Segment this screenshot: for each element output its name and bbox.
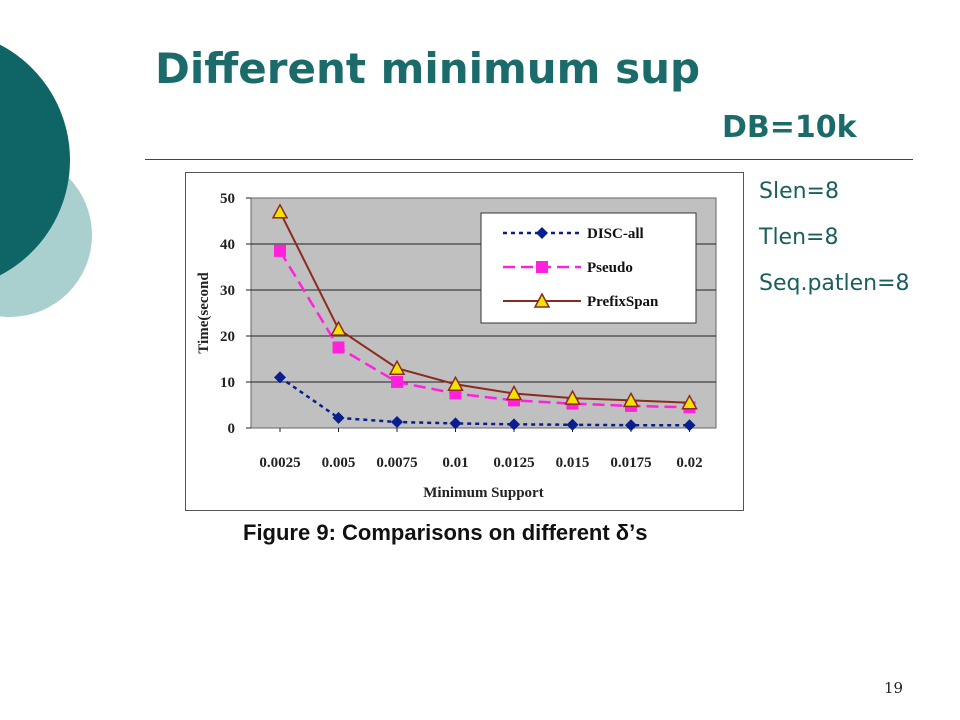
data-point-disc-all [449, 417, 462, 430]
data-point-disc-all [391, 416, 403, 429]
data-point-prefixspan [681, 394, 698, 410]
y-axis-title: Time(second [196, 272, 212, 354]
data-point-disc-all [683, 419, 696, 432]
data-point-pseudo [332, 341, 345, 354]
data-point-disc-all [508, 418, 520, 431]
legend-marker [533, 292, 551, 308]
y-tick-label: 30 [220, 283, 235, 299]
data-point-pseudo [274, 244, 286, 257]
x-tick-label: 0.0175 [610, 455, 651, 471]
y-tick-label: 10 [220, 375, 235, 391]
figure-caption: Figure 9: Comparisons on different δ’s [243, 520, 648, 545]
legend-marker [536, 227, 548, 239]
param-slen: Slen=8 [759, 179, 839, 204]
x-tick-label: 0.02 [676, 455, 702, 471]
slide-subtitle: DB=10k [722, 110, 857, 145]
data-point-prefixspan [330, 320, 347, 336]
legend-marker [536, 261, 548, 273]
x-axis-title: Minimum Support [423, 485, 543, 501]
x-tick-label: 0.0125 [493, 455, 534, 471]
y-tick-label: 0 [228, 421, 236, 437]
series-line-prefixspan [279, 211, 690, 404]
page-number: 19 [884, 679, 904, 697]
param-seq-patlen: Seq.patlen=8 [759, 271, 910, 296]
y-tick-label: 50 [220, 191, 235, 207]
dark-circle [0, 44, 70, 276]
slide-title: Different minimum sup [155, 44, 701, 93]
x-tick-label: 0.01 [442, 455, 468, 471]
data-point-prefixspan [564, 389, 581, 405]
x-tick-label: 0.0075 [376, 455, 417, 471]
series-line-disc-all [279, 376, 690, 427]
x-tick-label: 0.0025 [259, 455, 300, 471]
data-point-prefixspan [622, 391, 640, 408]
series-line-pseudo [278, 250, 690, 409]
data-point-prefixspan [505, 384, 523, 401]
data-point-prefixspan [271, 203, 289, 219]
param-tlen: Tlen=8 [759, 225, 839, 250]
line-chart: 0 10 20 30 40 50 0.0025 0.005 0.0075 0.01 0.0125 0.… [196, 191, 717, 501]
x-tick-label: 0.005 [322, 455, 356, 471]
data-point-pseudo [391, 376, 403, 388]
data-point-prefixspan [388, 359, 406, 375]
data-point-prefixspan [447, 375, 464, 392]
data-point-disc-all [566, 418, 579, 431]
parameter-list: Slen=8 Tlen=8 Seq.patlen=8 [759, 176, 910, 314]
x-tick-label: 0.015 [556, 455, 590, 471]
y-tick-label: 20 [220, 329, 235, 345]
legend-label: Pseudo [587, 260, 633, 276]
data-point-disc-all [274, 371, 286, 384]
legend-label: PrefixSpan [587, 294, 659, 310]
decorative-circles [0, 44, 92, 317]
data-point-disc-all [332, 411, 345, 424]
chart-frame: 0 10 20 30 40 50 0.0025 0.005 0.0075 0.01 0.0125 0.… [185, 172, 744, 511]
data-point-disc-all [625, 419, 637, 432]
legend-label: DISC-all [587, 226, 644, 242]
title-divider [145, 159, 913, 160]
y-tick-label: 40 [220, 237, 235, 253]
legend-box [480, 212, 697, 324]
